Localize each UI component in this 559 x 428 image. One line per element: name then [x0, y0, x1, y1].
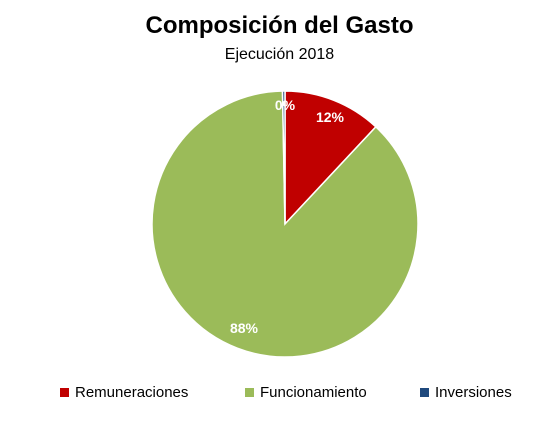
pie-slice-remuneraciones	[284, 90, 377, 226]
legend-swatch-remuneraciones	[60, 388, 69, 397]
legend-item-inversiones: Inversiones	[420, 384, 512, 401]
data-label-remuneraciones: 12%	[316, 109, 345, 125]
legend-item-remuneraciones: Remuneraciones	[60, 384, 188, 401]
legend-swatch-funcionamiento	[245, 388, 254, 397]
legend-label-inversiones: Inversiones	[435, 384, 512, 401]
chart-subtitle: Ejecución 2018	[224, 46, 335, 63]
pie-slice-inversiones	[281, 90, 286, 225]
legend-label-funcionamiento: Funcionamiento	[260, 384, 367, 401]
chart-title: Composición del Gasto	[145, 12, 414, 39]
legend-item-funcionamiento: Funcionamiento	[245, 384, 367, 401]
chart-legend: Remuneraciones Funcionamiento Inversione…	[0, 384, 559, 408]
data-label-funcionamiento: 88%	[230, 320, 259, 336]
legend-swatch-inversiones	[420, 388, 429, 397]
data-label-inversiones: 0%	[275, 97, 296, 113]
legend-label-remuneraciones: Remuneraciones	[75, 384, 189, 401]
